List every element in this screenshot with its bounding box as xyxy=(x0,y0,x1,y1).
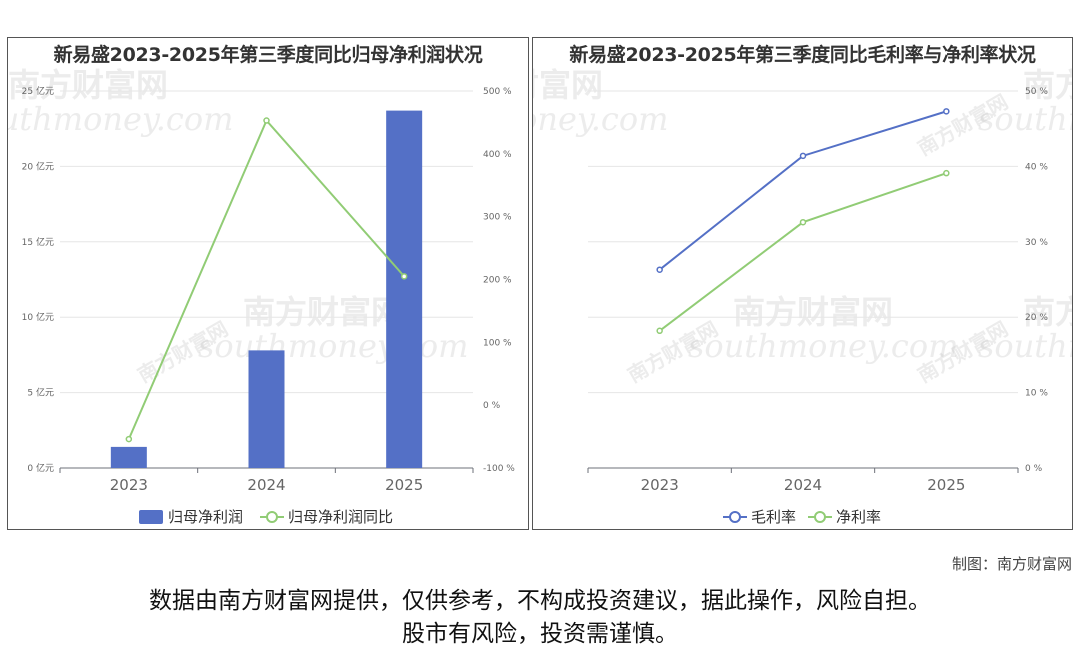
margin-chart: 南方财富网southmoney.com南方财富网南方财富网southmoney.… xyxy=(533,66,1073,526)
line-point xyxy=(656,266,663,273)
x-tick-label: 2024 xyxy=(247,476,285,494)
y-right-tick-label: 10 % xyxy=(1025,389,1048,399)
watermark-en: southmoney.com xyxy=(978,327,1073,365)
disclaimer-line-2: 股市有风险，投资需谨慎。 xyxy=(402,621,678,647)
bar xyxy=(386,110,423,468)
y-left-tick-label: 5 亿元 xyxy=(27,387,54,399)
line-point xyxy=(263,117,270,124)
net-profit-chart: 南方财富网southmoney.com南方财富网南方财富网southmoney.… xyxy=(8,66,515,526)
disclaimer-line-1: 数据由南方财富网提供，仅供参考，不构成投资建议，据此操作，风险自担。 xyxy=(149,588,931,614)
line-point xyxy=(799,218,807,226)
y-right-tick-label: 500 % xyxy=(483,87,512,97)
line-point xyxy=(943,169,950,177)
legend-line-marker xyxy=(266,511,278,523)
line-point xyxy=(125,435,133,443)
x-tick-label: 2024 xyxy=(784,476,822,494)
y-right-tick-label: 0 % xyxy=(1025,464,1043,474)
chart-panel-net-profit: 南方财富网southmoney.com南方财富网南方财富网southmoney.… xyxy=(7,37,529,530)
chart-panel-margins: 南方财富网southmoney.com南方财富网南方财富网southmoney.… xyxy=(532,37,1073,530)
chart-title-margins: 新易盛2023-2025年第三季度同比毛利率与净利率状况 xyxy=(569,44,1036,66)
bar xyxy=(110,446,147,468)
chart-title-net-profit: 新易盛2023-2025年第三季度同比归母净利润状况 xyxy=(53,44,483,66)
legend-line-marker xyxy=(814,511,826,523)
y-right-tick-label: 20 % xyxy=(1025,313,1048,323)
legend-line-marker xyxy=(729,511,741,523)
line-point xyxy=(656,327,663,335)
y-left-tick-label: 15 亿元 xyxy=(22,236,54,248)
watermark-cn: 南方财富网 xyxy=(733,293,893,331)
y-left-tick-label: 10 亿元 xyxy=(22,311,54,323)
legend-bar-swatch xyxy=(139,510,163,524)
x-tick-label: 2023 xyxy=(110,476,148,494)
watermark-en: southmoney.com xyxy=(688,327,958,365)
watermark-cn: 南方财富网 xyxy=(533,66,603,104)
x-tick-label: 2023 xyxy=(641,476,679,494)
legend-label: 归母净利润同比 xyxy=(288,508,393,526)
watermark-cn: 南方财富网 xyxy=(1023,293,1073,331)
x-tick-label: 2025 xyxy=(927,476,965,494)
watermark-en: southmoney.com xyxy=(8,100,233,138)
legend-label: 归母净利润 xyxy=(168,508,243,526)
y-right-tick-label: 300 % xyxy=(483,213,512,223)
bar xyxy=(248,350,285,468)
y-left-tick-label: 25 亿元 xyxy=(22,85,54,97)
watermark-cn: 南方财富网 xyxy=(243,293,403,331)
line-point xyxy=(943,108,950,115)
y-right-tick-label: 200 % xyxy=(483,276,512,286)
line-point xyxy=(400,273,408,280)
watermark-en: southmoney.com xyxy=(533,100,668,138)
y-right-tick-label: 0 % xyxy=(483,401,501,411)
y-right-tick-label: 40 % xyxy=(1025,162,1048,172)
y-right-tick-label: 30 % xyxy=(1025,238,1048,248)
chart-credit: 制图：南方财富网 xyxy=(951,555,1072,573)
watermark-en: southmoney.com xyxy=(198,327,468,365)
watermark-cn: 南方财富网 xyxy=(8,66,168,104)
legend-label: 净利率 xyxy=(836,508,881,526)
y-right-tick-label: 50 % xyxy=(1025,87,1048,97)
line-point xyxy=(799,152,807,160)
y-right-tick-label: 100 % xyxy=(483,338,512,348)
watermark-en: southmoney.com xyxy=(978,100,1073,138)
series-line-gross-margin xyxy=(659,110,947,271)
y-left-tick-label: 20 亿元 xyxy=(22,160,54,172)
y-right-tick-label: -100 % xyxy=(483,464,515,474)
x-tick-label: 2025 xyxy=(385,476,423,494)
y-left-tick-label: 0 亿元 xyxy=(27,462,54,474)
legend-label: 毛利率 xyxy=(751,508,796,526)
watermark-cn: 南方财富网 xyxy=(1023,66,1073,104)
y-right-tick-label: 400 % xyxy=(483,150,512,160)
